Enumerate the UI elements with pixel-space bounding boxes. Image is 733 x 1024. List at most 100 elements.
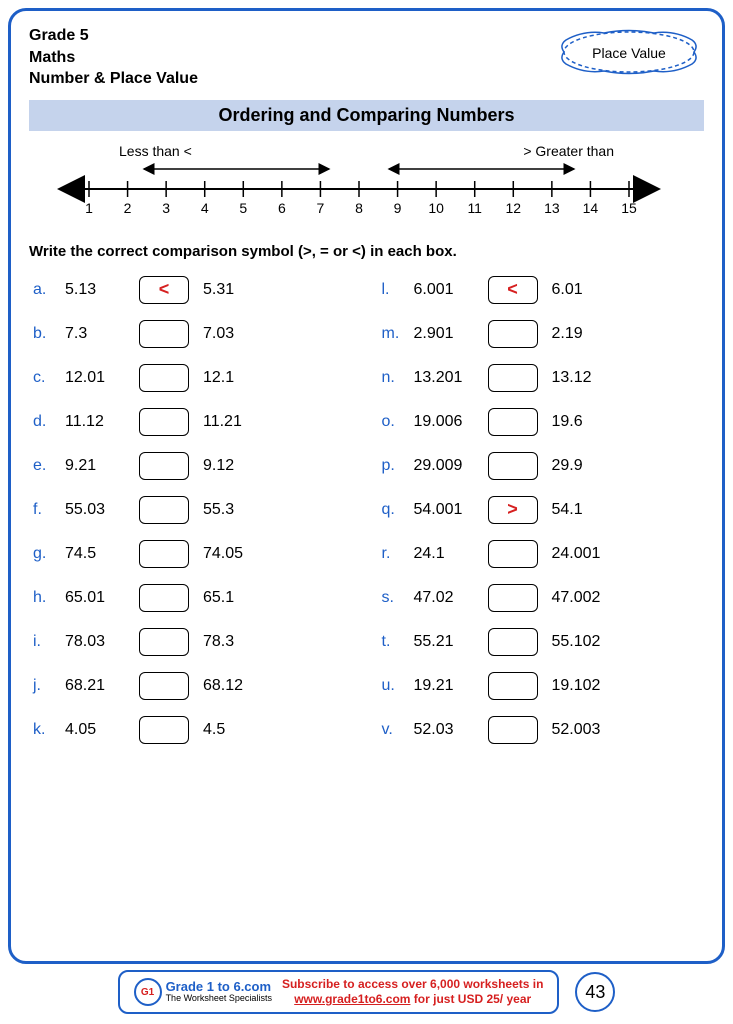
right-number: 13.12 [552, 369, 616, 387]
right-number: 5.31 [203, 281, 267, 299]
number-line-icon: 123456789101112131415 [49, 161, 669, 216]
answer-box[interactable] [139, 584, 189, 612]
problem-label: j. [33, 677, 55, 695]
logo-icon: G1 [134, 978, 162, 1006]
right-number: 19.102 [552, 677, 616, 695]
answer-box[interactable] [139, 408, 189, 436]
problem-label: f. [33, 501, 55, 519]
left-number: 29.009 [414, 457, 478, 475]
answer-box[interactable] [139, 716, 189, 744]
brand-logo: G1 Grade 1 to 6.com The Worksheet Specia… [134, 978, 272, 1006]
answer-box[interactable] [139, 452, 189, 480]
answer-box[interactable] [139, 672, 189, 700]
answer-box[interactable] [139, 628, 189, 656]
svg-text:10: 10 [428, 200, 444, 216]
header-text: Grade 5 Maths Number & Place Value [29, 25, 198, 90]
left-number: 9.21 [65, 457, 129, 475]
answer-box[interactable] [139, 540, 189, 568]
problem-label: l. [382, 281, 404, 299]
problem-row: f. 55.03 55.3 [33, 496, 352, 524]
problem-label: u. [382, 677, 404, 695]
answer-box[interactable] [488, 716, 538, 744]
problem-label: d. [33, 413, 55, 431]
answer-box[interactable] [488, 408, 538, 436]
less-than-label: Less than < [119, 143, 192, 159]
footer-subscribe: Subscribe to access over 6,000 worksheet… [282, 977, 543, 1007]
left-number: 13.201 [414, 369, 478, 387]
problem-row: g.74.574.05 [33, 540, 352, 568]
answer-box[interactable] [139, 364, 189, 392]
left-number: 6.001 [414, 281, 478, 299]
footer-box: G1 Grade 1 to 6.com The Worksheet Specia… [118, 970, 560, 1014]
right-number: 12.1 [203, 369, 267, 387]
answer-box[interactable] [488, 320, 538, 348]
left-number: 47.02 [414, 589, 478, 607]
problem-row: v.52.0352.003 [382, 716, 701, 744]
svg-text:13: 13 [544, 200, 560, 216]
brand-name: Grade 1 to 6.com [166, 980, 272, 994]
problem-row: j.68.2168.12 [33, 672, 352, 700]
answer-box[interactable] [488, 672, 538, 700]
brand-tagline: The Worksheet Specialists [166, 994, 272, 1004]
left-number: 54.001 [414, 501, 478, 519]
problem-row: h.65.0165.1 [33, 584, 352, 612]
right-number: 52.003 [552, 721, 616, 739]
left-number: 19.006 [414, 413, 478, 431]
answer-box[interactable] [488, 628, 538, 656]
number-line-section: Less than < > Greater than 1234567891011… [29, 143, 704, 233]
left-number: 2.901 [414, 325, 478, 343]
problem-label: k. [33, 721, 55, 739]
right-number: 47.002 [552, 589, 616, 607]
right-number: 11.21 [203, 413, 267, 431]
header: Grade 5 Maths Number & Place Value Place… [29, 25, 704, 90]
problem-row: l.6.001<6.01 [382, 276, 701, 304]
svg-text:2: 2 [124, 200, 132, 216]
problem-label: m. [382, 325, 404, 343]
left-number: 24.1 [414, 545, 478, 563]
right-number: 68.12 [203, 677, 267, 695]
topic-label: Number & Place Value [29, 68, 198, 90]
left-number: 55.03 [65, 501, 129, 519]
right-number: 55.102 [552, 633, 616, 651]
left-number: 4.05 [65, 721, 129, 739]
answer-box[interactable] [139, 320, 189, 348]
answer-box[interactable] [488, 452, 538, 480]
topic-badge: Place Value [554, 25, 704, 80]
svg-text:11: 11 [467, 200, 482, 216]
footer-link[interactable]: www.grade1to6.com [294, 992, 410, 1006]
problem-row: a.5.13<5.31 [33, 276, 352, 304]
answer-box[interactable] [488, 364, 538, 392]
problem-label: g. [33, 545, 55, 563]
right-number: 55.3 [203, 501, 267, 519]
answer-box[interactable]: > [488, 496, 538, 524]
instruction-text: Write the correct comparison symbol (>, … [29, 243, 704, 260]
left-number: 12.01 [65, 369, 129, 387]
badge-text: Place Value [592, 45, 666, 61]
problems-grid: a.5.13<5.31b.7.37.03c.12.0112.1d.11.1211… [29, 276, 704, 744]
problem-row: e.9.219.12 [33, 452, 352, 480]
subject-label: Maths [29, 47, 198, 69]
right-number: 78.3 [203, 633, 267, 651]
answer-box[interactable] [488, 540, 538, 568]
page-number: 43 [575, 972, 615, 1012]
answer-box[interactable]: < [488, 276, 538, 304]
svg-text:5: 5 [239, 200, 247, 216]
problem-label: h. [33, 589, 55, 607]
problem-row: u. 19.21 19.102 [382, 672, 701, 700]
left-number: 65.01 [65, 589, 129, 607]
grade-label: Grade 5 [29, 25, 198, 47]
left-number: 5.13 [65, 281, 129, 299]
left-number: 19.21 [414, 677, 478, 695]
footer-line2: for just USD 25/ year [410, 992, 531, 1006]
problem-row: s.47.0247.002 [382, 584, 701, 612]
right-number: 2.19 [552, 325, 616, 343]
svg-text:8: 8 [355, 200, 363, 216]
greater-than-label: > Greater than [523, 143, 614, 159]
answer-box[interactable] [139, 496, 189, 524]
svg-text:4: 4 [201, 200, 209, 216]
answer-box[interactable] [488, 584, 538, 612]
problem-row: i.78.0378.3 [33, 628, 352, 656]
answer-box[interactable]: < [139, 276, 189, 304]
left-number: 78.03 [65, 633, 129, 651]
problem-row: c.12.0112.1 [33, 364, 352, 392]
